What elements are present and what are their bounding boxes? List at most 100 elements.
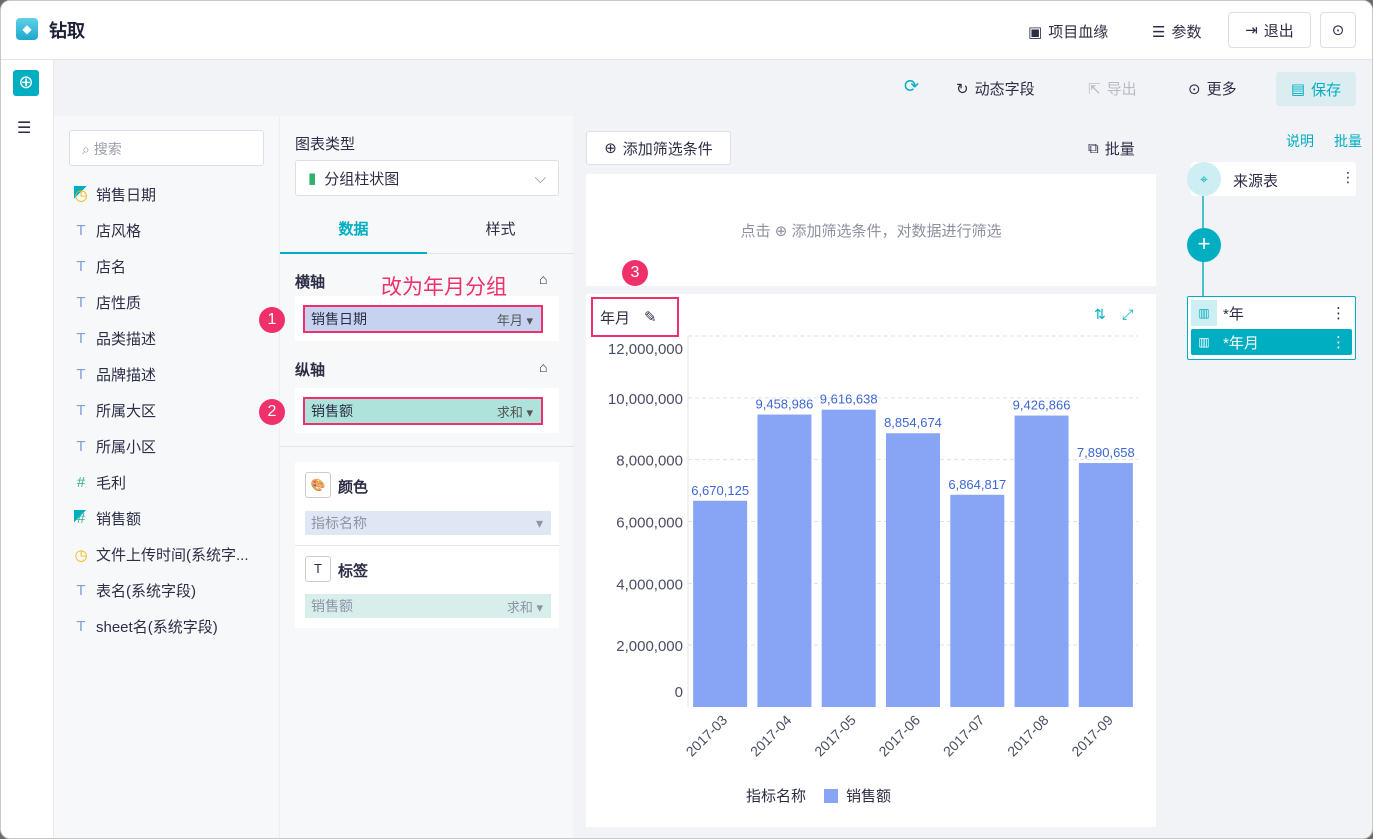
drill-group: ▥ *年 ⋮ ▥ *年月 ⋮	[1187, 296, 1356, 360]
y-field-pill[interactable]: 销售额 求和 ▾	[303, 397, 543, 425]
batch-icon: ⧉	[1088, 140, 1099, 157]
chart-panel: 年月 ✎ 3 ⇅ ⤢ 0 2,000,000 4,000,000 6,000,000 8,…	[586, 260, 1156, 827]
bar	[950, 494, 1005, 707]
y-tick-label: 6,000,000	[616, 515, 683, 532]
field-item[interactable]: T 表名(系统字段)	[74, 580, 196, 601]
field-item[interactable]: T 所属小区	[74, 436, 156, 457]
add-icon[interactable]: ⊕	[13, 70, 39, 96]
tag-label: 标签	[338, 563, 369, 580]
outline-icon[interactable]: ☰	[17, 120, 32, 137]
y-field-name: 销售额	[311, 403, 353, 419]
legend-label[interactable]: 销售额	[846, 788, 892, 805]
x-axis-label: 横轴	[295, 274, 326, 291]
plus-circle-icon: ⊕	[604, 140, 617, 157]
bar	[821, 409, 876, 707]
app-logo-icon: ◆	[16, 18, 38, 40]
number-field-icon: #	[76, 474, 86, 491]
legend: 指标名称 销售额	[746, 785, 891, 806]
text-field-icon: T	[76, 258, 86, 275]
x-tick-label: 2017-09	[1068, 712, 1116, 760]
legend-swatch[interactable]	[824, 788, 839, 803]
field-item[interactable]: T 店性质	[74, 292, 141, 313]
sort-icon[interactable]: ⇅	[1094, 306, 1106, 322]
export-button[interactable]: ⇱ 导出	[1088, 78, 1137, 99]
kebab-icon[interactable]: ⋮	[1331, 305, 1346, 322]
export-label: 导出	[1106, 81, 1137, 98]
add-filter-button[interactable]: ⊕ 添加筛选条件	[586, 131, 731, 165]
field-label: 表名(系统字段)	[96, 583, 196, 600]
more-button[interactable]: ⊙ 更多	[1188, 78, 1237, 99]
data-label: 7,890,658	[1077, 445, 1135, 460]
save-button[interactable]: ▤ 保存	[1276, 72, 1356, 106]
data-label: 9,616,638	[820, 392, 878, 407]
x-field-pill[interactable]: 销售日期 年月 ▾	[303, 305, 543, 333]
exit-button[interactable]: ⇥ 退出	[1228, 12, 1311, 48]
x-tick-label: 2017-05	[811, 712, 859, 760]
fullscreen-icon[interactable]: ⤢	[1122, 306, 1134, 322]
y-tick-label: 0	[675, 684, 683, 701]
refresh-icon[interactable]: ⟳	[904, 76, 920, 96]
y-axis-label: 纵轴	[295, 362, 326, 379]
chart-type-label: 图表类型	[295, 136, 356, 153]
more-label: 更多	[1206, 81, 1237, 98]
text-field-icon: T	[76, 366, 86, 383]
step-badge-2: 2	[259, 399, 285, 425]
field-item[interactable]: T 所属大区	[74, 400, 156, 421]
text-icon: T	[305, 556, 331, 582]
chart-icon: ▥	[1191, 300, 1217, 326]
config-panel: 图表类型 ▮ 分组柱状图 ⌵ 数据 样式 横轴 改为年月分组 ⌂ 销售日期 年月 ▾…	[259, 116, 574, 838]
kebab-icon[interactable]: ⋮	[1341, 169, 1355, 185]
toolbar: ⟳ ↻ 动态字段 ⇱ 导出 ⊙ 更多 ▤ 保存	[54, 60, 1372, 116]
edit-icon[interactable]: ✎	[644, 309, 657, 326]
text-field-icon: T	[76, 582, 86, 599]
kebab-icon[interactable]: ⋮	[1331, 334, 1346, 351]
field-item[interactable]: ◷ 销售日期	[74, 184, 156, 205]
export-icon: ⇱	[1088, 80, 1101, 98]
filter-area[interactable]: 点击 ⊕ 添加筛选条件，对数据进行筛选	[586, 174, 1156, 286]
field-label: sheet名(系统字段)	[96, 619, 218, 636]
field-item[interactable]: T 品牌描述	[74, 364, 156, 385]
add-filter-label: 添加筛选条件	[622, 140, 713, 158]
field-label: 销售日期	[96, 187, 157, 204]
field-item[interactable]: T 店风格	[74, 220, 141, 241]
dynamic-field-button[interactable]: ↻ 动态字段	[956, 78, 1035, 99]
field-panel: ⌕ 搜索 ◷ 销售日期 T 店风格 T 店名 T 店性质 T 品类描述 T 品牌描述 T 所属大区 T 所属小…	[54, 116, 279, 838]
divider	[280, 446, 574, 447]
field-item[interactable]: # 销售额	[74, 508, 141, 529]
node-label: *年月	[1223, 334, 1259, 352]
plus-circle-icon: ⊕	[774, 223, 788, 240]
params-button[interactable]: ☰ 参数	[1152, 21, 1201, 42]
field-item[interactable]: T 店名	[74, 256, 126, 277]
chart-type-select[interactable]: ▮ 分组柱状图 ⌵	[295, 160, 559, 196]
dimension-drill[interactable]: 年月 ✎	[591, 297, 679, 337]
add-drill-button[interactable]: +	[1187, 228, 1221, 262]
color-label: 颜色	[338, 479, 369, 496]
text-field-icon: T	[76, 618, 86, 635]
lineage-icon: ▣	[1028, 23, 1043, 41]
data-label: 8,854,674	[884, 415, 942, 430]
drill-node-year[interactable]: ▥ *年 ⋮	[1191, 300, 1352, 326]
x-field-well: 销售日期 年月 ▾	[295, 296, 559, 341]
tab-data[interactable]: 数据	[280, 216, 427, 254]
field-label: 所属小区	[96, 439, 157, 456]
lineage-button[interactable]: ▣ 项目血缘	[1028, 21, 1108, 42]
field-item[interactable]: # 毛利	[74, 472, 126, 493]
color-field-pill[interactable]: 指标名称 ▾	[305, 511, 551, 535]
explain-link[interactable]: 说明	[1286, 133, 1314, 149]
clear-y-icon[interactable]: ⌂	[539, 359, 548, 375]
clear-x-icon[interactable]: ⌂	[539, 271, 548, 287]
left-rail: ⊕ ☰	[1, 60, 54, 838]
top-bar: ◆ 钻取 ▣ 项目血缘 ☰ 参数 ⇥ 退出 ⊙	[1, 1, 1372, 60]
batch-link[interactable]: 批量	[1334, 133, 1362, 149]
field-search-input[interactable]: ⌕ 搜索	[69, 130, 264, 166]
tab-style[interactable]: 样式	[427, 216, 574, 254]
field-item[interactable]: T 品类描述	[74, 328, 156, 349]
x-tick-label: 2017-03	[683, 712, 731, 760]
more-menu-button[interactable]: ⊙	[1320, 12, 1356, 48]
batch-filter-button[interactable]: ⧉ 批量	[1088, 138, 1135, 159]
y-tick-label: 12,000,000	[608, 341, 683, 358]
field-item[interactable]: ◷ 文件上传时间(系统字...	[74, 544, 248, 565]
tag-field-pill[interactable]: 销售额 求和 ▾	[305, 594, 551, 618]
drill-node-yearmonth[interactable]: ▥ *年月 ⋮	[1191, 329, 1352, 355]
